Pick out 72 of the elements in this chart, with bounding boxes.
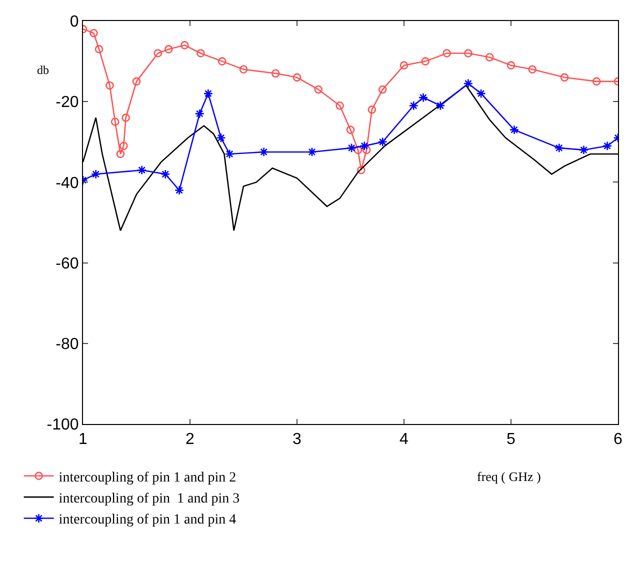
point xyxy=(362,146,371,154)
x-tick-label: 2 xyxy=(186,431,195,448)
y-tick-label: -40 xyxy=(56,174,79,192)
point xyxy=(554,143,564,153)
point xyxy=(336,101,344,110)
point xyxy=(485,53,494,62)
point xyxy=(90,169,101,179)
point xyxy=(292,73,302,82)
point xyxy=(160,169,170,179)
point xyxy=(509,124,520,135)
point xyxy=(258,147,269,157)
x-axis-title: freq ( GHz ) xyxy=(477,469,541,484)
point xyxy=(203,88,214,98)
x-tick-label: 4 xyxy=(400,431,409,448)
legend-label: intercoupling of pin 1 and pin 2 xyxy=(58,470,236,486)
point xyxy=(602,141,612,151)
point xyxy=(90,28,98,38)
y-tick-label: -80 xyxy=(56,336,79,353)
point xyxy=(218,57,226,66)
x-tick-label: 5 xyxy=(506,431,516,448)
point xyxy=(436,100,446,110)
point xyxy=(357,166,366,174)
point xyxy=(132,77,141,86)
point xyxy=(464,49,472,58)
point xyxy=(314,85,323,94)
point xyxy=(408,100,418,110)
point xyxy=(378,137,388,147)
point xyxy=(476,88,486,98)
point xyxy=(442,49,451,58)
point xyxy=(506,61,516,70)
point xyxy=(137,165,147,175)
point xyxy=(400,61,408,70)
point xyxy=(94,45,104,54)
point xyxy=(174,185,184,196)
point xyxy=(106,81,114,90)
point xyxy=(360,141,370,151)
point xyxy=(194,108,204,119)
point xyxy=(421,57,430,66)
point xyxy=(180,41,189,50)
point xyxy=(216,133,226,143)
x-tick-label: 1 xyxy=(78,431,88,448)
point xyxy=(120,142,128,150)
y-axis-title: db xyxy=(37,63,49,77)
y-tick-label: 0 xyxy=(70,14,79,31)
point xyxy=(378,85,387,94)
point xyxy=(463,78,474,88)
point xyxy=(154,49,162,58)
point xyxy=(368,106,376,114)
legend-label: intercoupling of pin 1 and pin 4 xyxy=(58,512,236,528)
point xyxy=(578,145,589,155)
point xyxy=(354,146,362,154)
x-tick-label: 3 xyxy=(292,431,302,448)
point xyxy=(196,49,205,58)
point xyxy=(164,45,173,54)
point xyxy=(346,143,356,153)
point xyxy=(592,77,601,86)
y-tick-label: -100 xyxy=(46,416,79,434)
x-tick-label: 6 xyxy=(614,431,623,448)
point xyxy=(110,118,120,126)
legend-label: intercoupling of pin 1 and pin 3 xyxy=(58,492,240,507)
point xyxy=(239,65,248,74)
point xyxy=(528,65,537,74)
point xyxy=(560,73,569,82)
point xyxy=(418,92,428,102)
y-tick-label: -20 xyxy=(56,94,79,112)
point xyxy=(224,149,234,159)
point xyxy=(271,69,280,78)
point xyxy=(116,150,125,158)
point xyxy=(346,126,355,134)
point xyxy=(307,147,317,157)
point xyxy=(122,114,130,122)
y-tick-label: -60 xyxy=(56,255,79,272)
